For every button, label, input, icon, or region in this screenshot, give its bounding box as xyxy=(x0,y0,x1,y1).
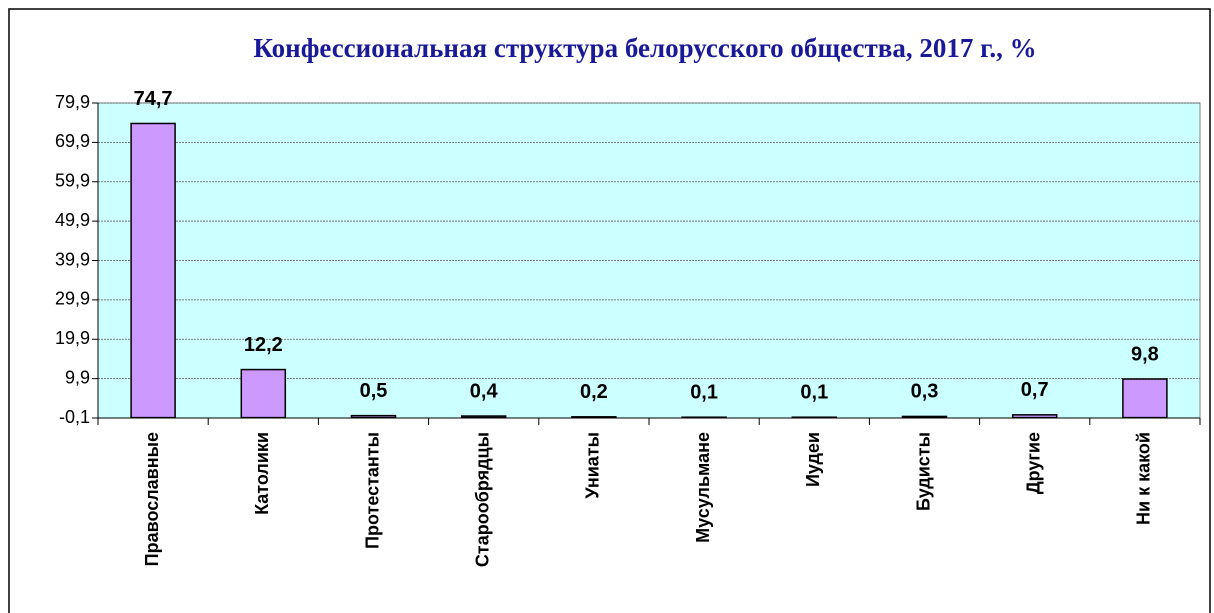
x-tick-label: Иудеи xyxy=(803,432,823,487)
y-tick-label: 19,9 xyxy=(55,328,90,348)
y-tick-label: 9,9 xyxy=(65,367,90,387)
x-tick-label: Другие xyxy=(1023,432,1043,494)
x-tick-label: Православные xyxy=(142,432,162,566)
bar xyxy=(240,368,287,419)
value-label: 0,3 xyxy=(911,381,939,403)
y-tick-label: -0,1 xyxy=(59,407,90,427)
y-tick-label: 49,9 xyxy=(55,210,90,230)
bar xyxy=(1011,414,1058,419)
y-tick-label: 69,9 xyxy=(55,131,90,151)
x-tick-label: Ни к какой xyxy=(1134,432,1154,525)
y-tick-label: 79,9 xyxy=(55,92,90,112)
bar xyxy=(350,414,397,419)
chart-title: Конфессиональная структура белорусского … xyxy=(253,33,1037,63)
x-tick-label: Католики xyxy=(252,432,272,515)
value-label: 0,7 xyxy=(1021,379,1049,401)
value-label: 0,2 xyxy=(580,381,608,403)
x-tick-label: Протестанты xyxy=(362,432,382,549)
value-label: 0,5 xyxy=(360,380,388,402)
value-label: 0,1 xyxy=(690,381,718,403)
x-tick-label: Будисты xyxy=(913,432,933,511)
bar xyxy=(130,122,176,419)
x-tick-label: Мусульмане xyxy=(693,432,713,543)
x-tick-label: Старообрядцы xyxy=(472,432,492,567)
value-label: 12,2 xyxy=(244,334,283,356)
x-tick-label: Униаты xyxy=(583,432,603,499)
value-label: 0,4 xyxy=(470,380,499,402)
y-tick-label: 59,9 xyxy=(55,171,90,191)
bar xyxy=(571,416,617,419)
bar xyxy=(460,415,507,419)
bar xyxy=(901,415,948,419)
value-label: 9,8 xyxy=(1131,343,1159,365)
value-label: 0,1 xyxy=(800,381,828,403)
value-label: 74,7 xyxy=(134,88,173,110)
y-tick-label: 39,9 xyxy=(55,249,90,269)
bar xyxy=(1122,378,1168,419)
y-tick-label: 29,9 xyxy=(55,289,90,309)
